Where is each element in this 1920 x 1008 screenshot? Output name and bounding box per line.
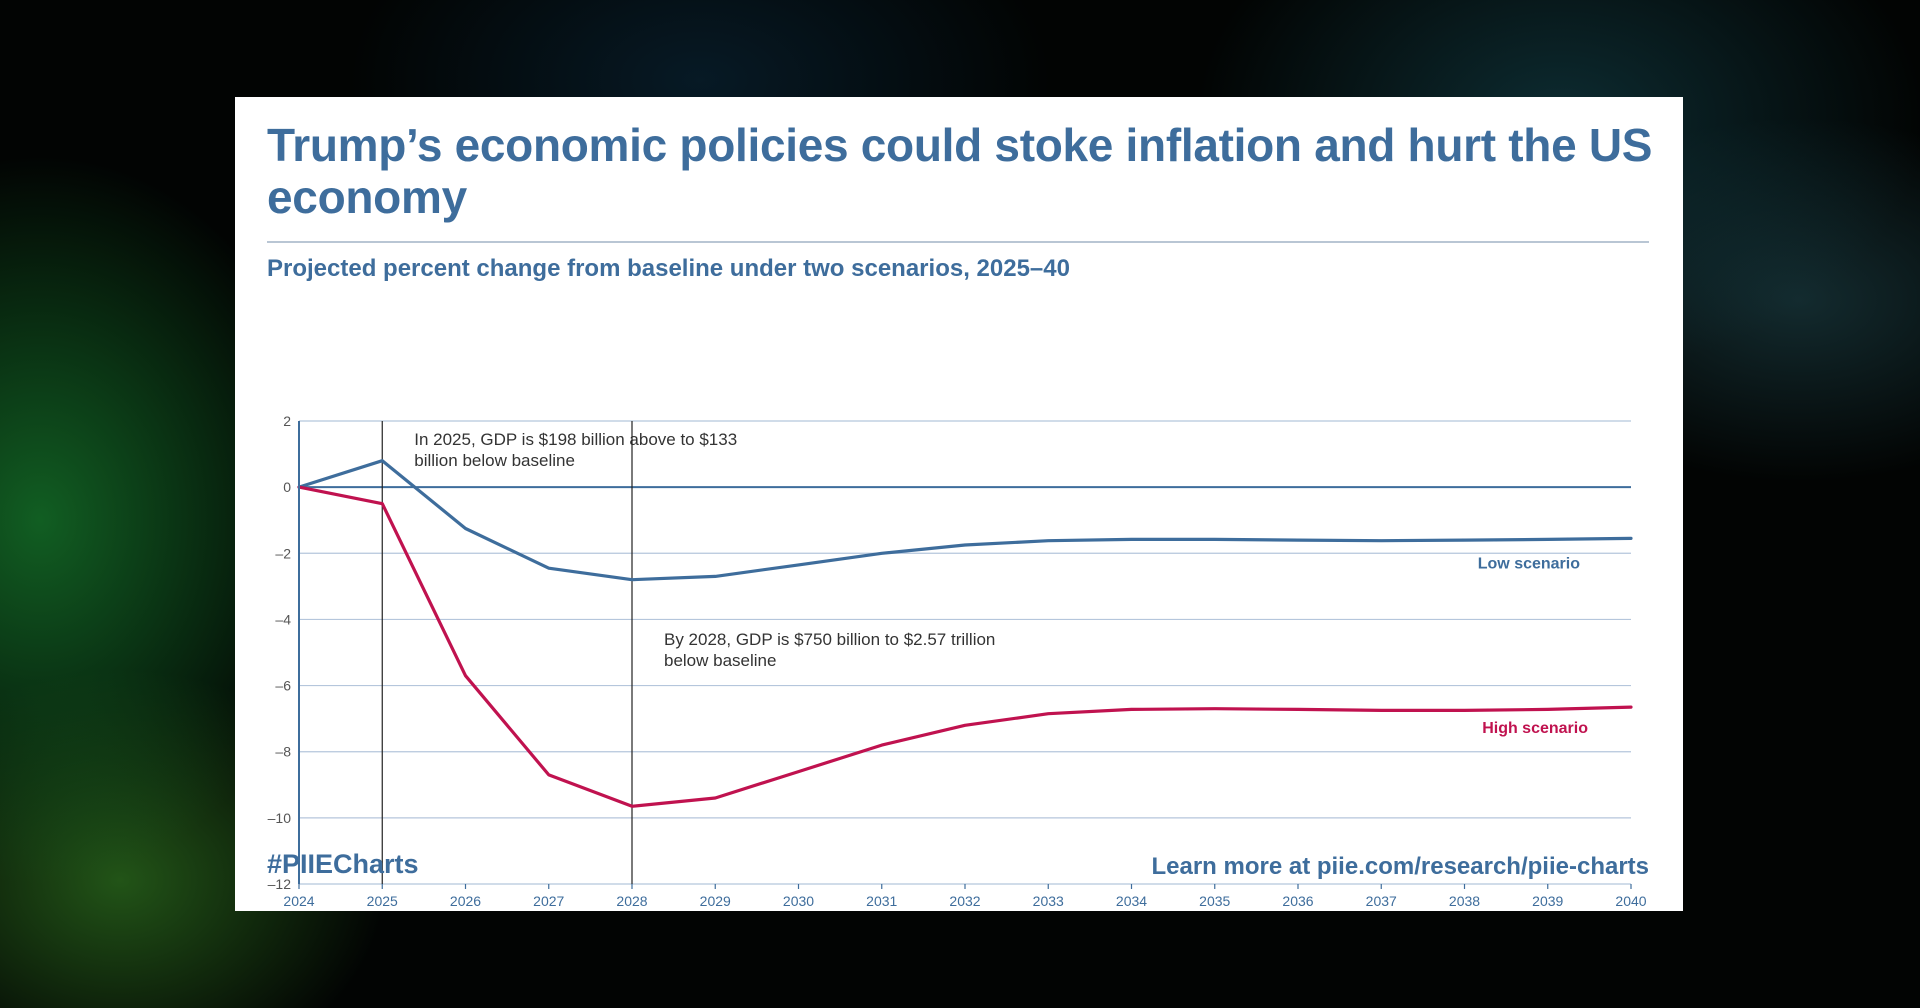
- grid-layer: [299, 420, 1631, 885]
- label-layer: Low scenario High scenario: [1478, 555, 1588, 737]
- x-tick-label: 2035: [1199, 893, 1230, 909]
- annotation-line-text: billion below baseline: [414, 451, 575, 470]
- y-tick-label: 2: [283, 413, 291, 429]
- x-tick-label: 2038: [1449, 893, 1480, 909]
- chart-title: Trump’s economic policies could stoke in…: [267, 119, 1653, 223]
- y-tick-label: –4: [275, 611, 291, 627]
- x-tick-label: 2029: [700, 893, 731, 909]
- annotation-text: By 2028, GDP is $750 billion to $2.57 tr…: [664, 630, 995, 670]
- x-tick-label: 2027: [533, 893, 564, 909]
- series-layer: [297, 459, 1633, 808]
- x-tick-label: 2033: [1033, 893, 1064, 909]
- x-tick-label: 2026: [450, 893, 481, 909]
- annotation-line-text: below baseline: [664, 651, 776, 670]
- x-tick-label: 2030: [783, 893, 814, 909]
- x-tick-label: 2032: [949, 893, 980, 909]
- learn-more-link[interactable]: Learn more at piie.com/research/piie-cha…: [1151, 853, 1649, 880]
- x-tick-label: 2031: [866, 893, 897, 909]
- chart-card: Trump’s economic policies could stoke in…: [235, 97, 1683, 911]
- annotation-line-text: By 2028, GDP is $750 billion to $2.57 tr…: [664, 630, 995, 649]
- x-tick-label: 2034: [1116, 893, 1147, 909]
- annotation-layer: In 2025, GDP is $198 billion above to $1…: [381, 421, 995, 884]
- x-tick-label: 2039: [1532, 893, 1563, 909]
- x-tick-label: 2040: [1615, 893, 1646, 909]
- y-tick-label: –2: [275, 545, 291, 561]
- series-label: Low scenario: [1478, 555, 1580, 572]
- annotation-text: In 2025, GDP is $198 billion above to $1…: [414, 430, 737, 470]
- y-tick-label: 0: [283, 479, 291, 495]
- x-tick-label: 2028: [616, 893, 647, 909]
- annotation-line-text: In 2025, GDP is $198 billion above to $1…: [414, 430, 737, 449]
- x-tick-label: 2036: [1282, 893, 1313, 909]
- x-tick-label: 2024: [283, 893, 314, 909]
- y-tick-label: –8: [275, 744, 291, 760]
- series-line: [297, 485, 1633, 808]
- y-tick-label: –12: [268, 876, 292, 892]
- line-chart: In 2025, GDP is $198 billion above to $1…: [268, 413, 1647, 909]
- y-tick-label: –6: [275, 678, 291, 694]
- title-divider: [267, 241, 1649, 243]
- x-tick-label: 2025: [367, 893, 398, 909]
- y-tick-label: –10: [268, 810, 292, 826]
- chart-subtitle: Projected percent change from baseline u…: [267, 255, 1070, 282]
- series-label: High scenario: [1482, 720, 1588, 737]
- hashtag-label: #PIIECharts: [267, 849, 419, 879]
- x-tick-label: 2037: [1366, 893, 1397, 909]
- series-line: [297, 459, 1633, 582]
